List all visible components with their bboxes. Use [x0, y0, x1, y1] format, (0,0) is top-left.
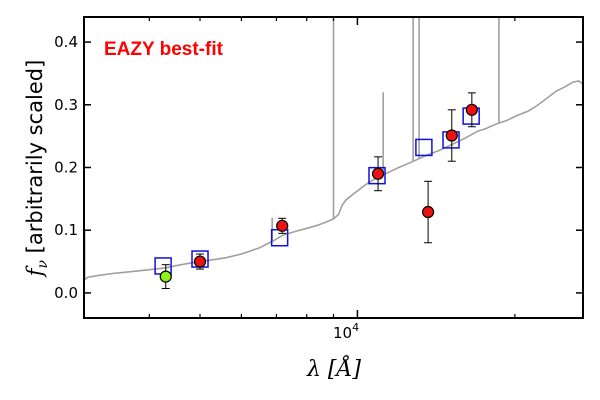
plot-frame: [83, 16, 584, 319]
observed-photometry-point: [193, 255, 207, 268]
y-tick-label: 0.1: [54, 221, 78, 239]
template-spectrum-line: [84, 80, 583, 282]
observed-photometry-point: [421, 205, 435, 219]
y-tick-label: 0.3: [54, 96, 78, 114]
y-axis-title-symbol: f: [23, 265, 47, 278]
x-major-tick-label-base: 10: [333, 324, 352, 342]
model-photometry-square: [368, 166, 386, 185]
y-tick-label: 0.2: [54, 159, 78, 177]
model-photometry-square: [415, 138, 433, 157]
y-axis-title: fν [arbitrarily scaled]: [23, 60, 51, 279]
x-major-tick-label-exponent: 4: [352, 321, 359, 334]
observed-photometry-layer: [159, 92, 478, 290]
observed-photometry-point: [159, 270, 172, 283]
template-spectrum-layer: [84, 17, 583, 282]
y-axis-title-subscript: ν: [35, 260, 51, 269]
x-major-tick-label: 104: [333, 321, 359, 342]
observed-photometry-point: [445, 129, 458, 142]
y-axis-title-text: [arbitrarily scaled]: [23, 60, 47, 260]
observed-photometry-point: [465, 103, 478, 116]
x-axis-ticks: [148, 17, 516, 318]
model-photometry-layer: [154, 107, 480, 275]
observed-photometry-point: [371, 167, 385, 180]
y-tick-label: 0.4: [54, 33, 78, 51]
y-tick-label: 0.0: [54, 284, 78, 302]
observed-photometry-point: [276, 219, 289, 232]
y-axis-ticks: 0.0 0.1 0.2 0.3 0.4: [54, 33, 583, 302]
chart-annotation: EAZY best-fit: [104, 39, 224, 60]
x-axis-title: λ [Å]: [306, 354, 361, 382]
